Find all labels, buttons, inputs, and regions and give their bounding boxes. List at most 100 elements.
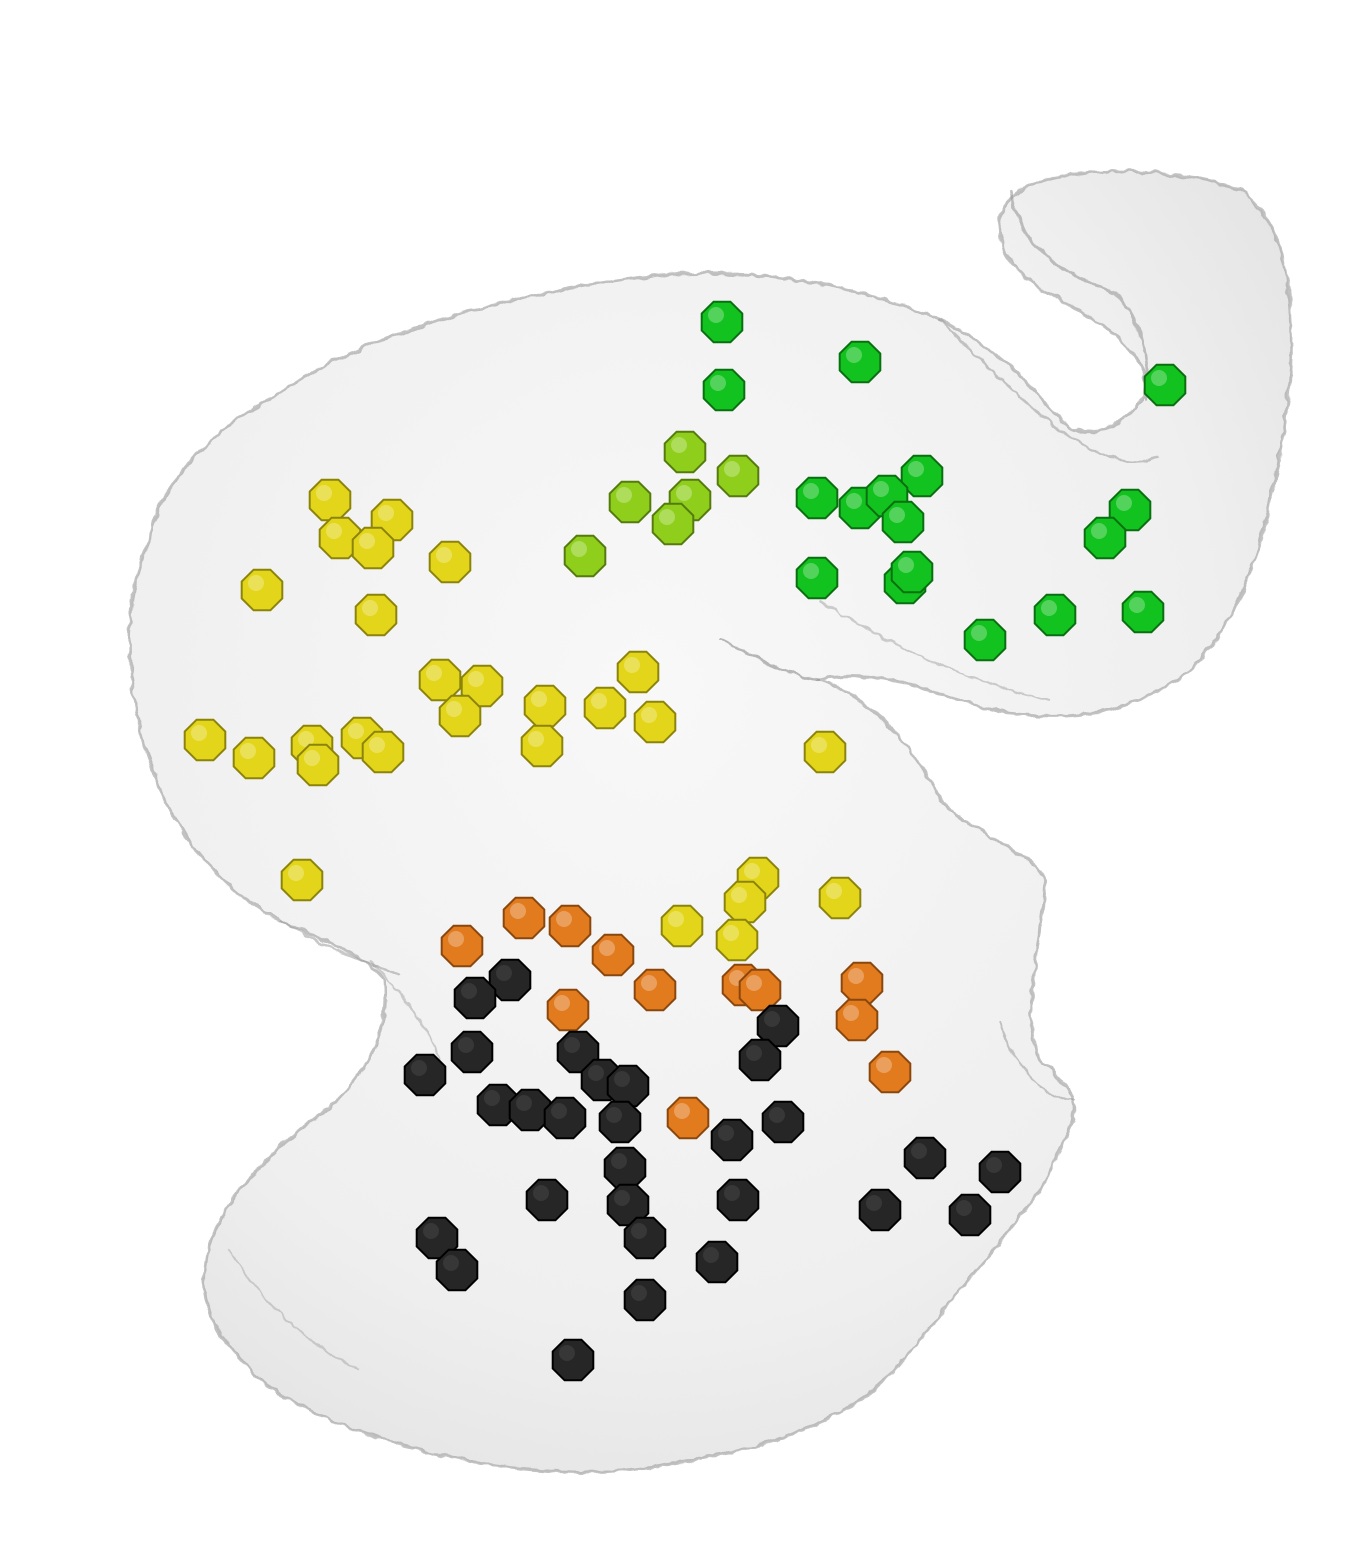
spot-body xyxy=(280,858,324,902)
spot-yellow xyxy=(296,743,340,787)
spot-group-light-green xyxy=(563,430,760,578)
spot-body xyxy=(453,976,497,1020)
spot-orange xyxy=(666,1096,710,1140)
spot-orange xyxy=(738,968,782,1012)
spot-highlight xyxy=(873,481,889,497)
spot-highlight xyxy=(1129,597,1145,613)
spot-body xyxy=(488,958,532,1002)
spot-highlight xyxy=(551,1103,567,1119)
spot-body xyxy=(361,730,405,774)
spot-body xyxy=(868,1050,912,1094)
spot-black xyxy=(450,1030,494,1074)
spot-yellow xyxy=(460,664,504,708)
spot-highlight xyxy=(556,911,572,927)
spot-green xyxy=(795,476,839,520)
spot-group-yellow xyxy=(183,478,862,962)
surface-fold xyxy=(999,1019,1076,1101)
spot-highlight xyxy=(764,1011,780,1027)
spot-orange xyxy=(591,933,635,977)
spot-yellow xyxy=(280,858,324,902)
spot-green xyxy=(963,618,1007,662)
spot-highlight xyxy=(326,523,342,539)
spot-highlight xyxy=(348,723,364,739)
spot-body xyxy=(438,694,482,738)
spot-orange xyxy=(502,896,546,940)
surface-fold xyxy=(229,1249,361,1371)
spot-black xyxy=(716,1178,760,1222)
spot-highlight xyxy=(1041,600,1057,616)
spot-body xyxy=(428,540,472,584)
spot-highlight xyxy=(876,1057,892,1073)
spot-yellow xyxy=(428,540,472,584)
spot-body xyxy=(232,736,276,780)
spot-green xyxy=(1143,363,1187,407)
spot-highlight xyxy=(641,707,657,723)
spot-light-green xyxy=(563,534,607,578)
spot-highlight xyxy=(803,563,819,579)
spot-highlight xyxy=(458,1037,474,1053)
spot-highlight xyxy=(668,911,684,927)
spot-highlight xyxy=(443,1255,459,1271)
spot-body xyxy=(435,1248,479,1292)
spot-green xyxy=(1108,488,1152,532)
spot-body xyxy=(296,743,340,787)
spot-body xyxy=(858,1188,902,1232)
spot-black xyxy=(623,1216,667,1260)
spot-yellow xyxy=(308,478,352,522)
spot-highlight xyxy=(724,1185,740,1201)
spot-yellow xyxy=(715,918,759,962)
spot-highlight xyxy=(606,1107,622,1123)
spot-highlight xyxy=(588,1065,604,1081)
spot-green xyxy=(838,340,882,384)
spot-highlight xyxy=(724,461,740,477)
spot-body xyxy=(591,933,635,977)
spot-highlight xyxy=(898,557,914,573)
spot-highlight xyxy=(288,865,304,881)
spot-black xyxy=(453,976,497,1020)
spot-black xyxy=(551,1338,595,1382)
spot-body xyxy=(418,658,462,702)
surface-fold xyxy=(939,319,1161,464)
spot-highlight xyxy=(971,625,987,641)
spot-highlight xyxy=(191,725,207,741)
spot-yellow xyxy=(354,593,398,637)
spot-body xyxy=(948,1193,992,1237)
spot-highlight xyxy=(591,693,607,709)
spot-body xyxy=(803,730,847,774)
spot-highlight xyxy=(614,1071,630,1087)
spot-body xyxy=(603,1146,647,1190)
spot-body xyxy=(523,684,567,728)
spot-black xyxy=(761,1100,805,1144)
spot-light-green xyxy=(651,502,695,546)
spot-highlight xyxy=(616,487,632,503)
spot-body xyxy=(633,968,677,1012)
spot-body xyxy=(738,968,782,1012)
spot-highlight xyxy=(731,887,747,903)
spot-green xyxy=(1033,593,1077,637)
spot-black xyxy=(403,1053,447,1097)
spot-body xyxy=(795,556,839,600)
spot-highlight xyxy=(559,1345,575,1361)
spot-yellow xyxy=(351,526,395,570)
spot-yellow xyxy=(633,700,677,744)
spot-body xyxy=(1083,516,1127,560)
spot-highlight xyxy=(614,1190,630,1206)
spot-body xyxy=(700,300,744,344)
spot-body xyxy=(551,1338,595,1382)
spot-black xyxy=(623,1278,667,1322)
spot-highlight xyxy=(671,437,687,453)
spot-highlight xyxy=(378,505,394,521)
spot-highlight xyxy=(676,485,692,501)
spot-light-green xyxy=(608,480,652,524)
spot-orange xyxy=(835,998,879,1042)
spot-body xyxy=(598,1100,642,1144)
spot-body xyxy=(563,534,607,578)
spot-highlight xyxy=(846,347,862,363)
spot-highlight xyxy=(846,493,862,509)
spot-highlight xyxy=(359,533,375,549)
spot-body xyxy=(835,998,879,1042)
tissue-surface xyxy=(127,169,1293,1474)
spot-highlight xyxy=(641,975,657,991)
spot-yellow xyxy=(520,724,564,768)
